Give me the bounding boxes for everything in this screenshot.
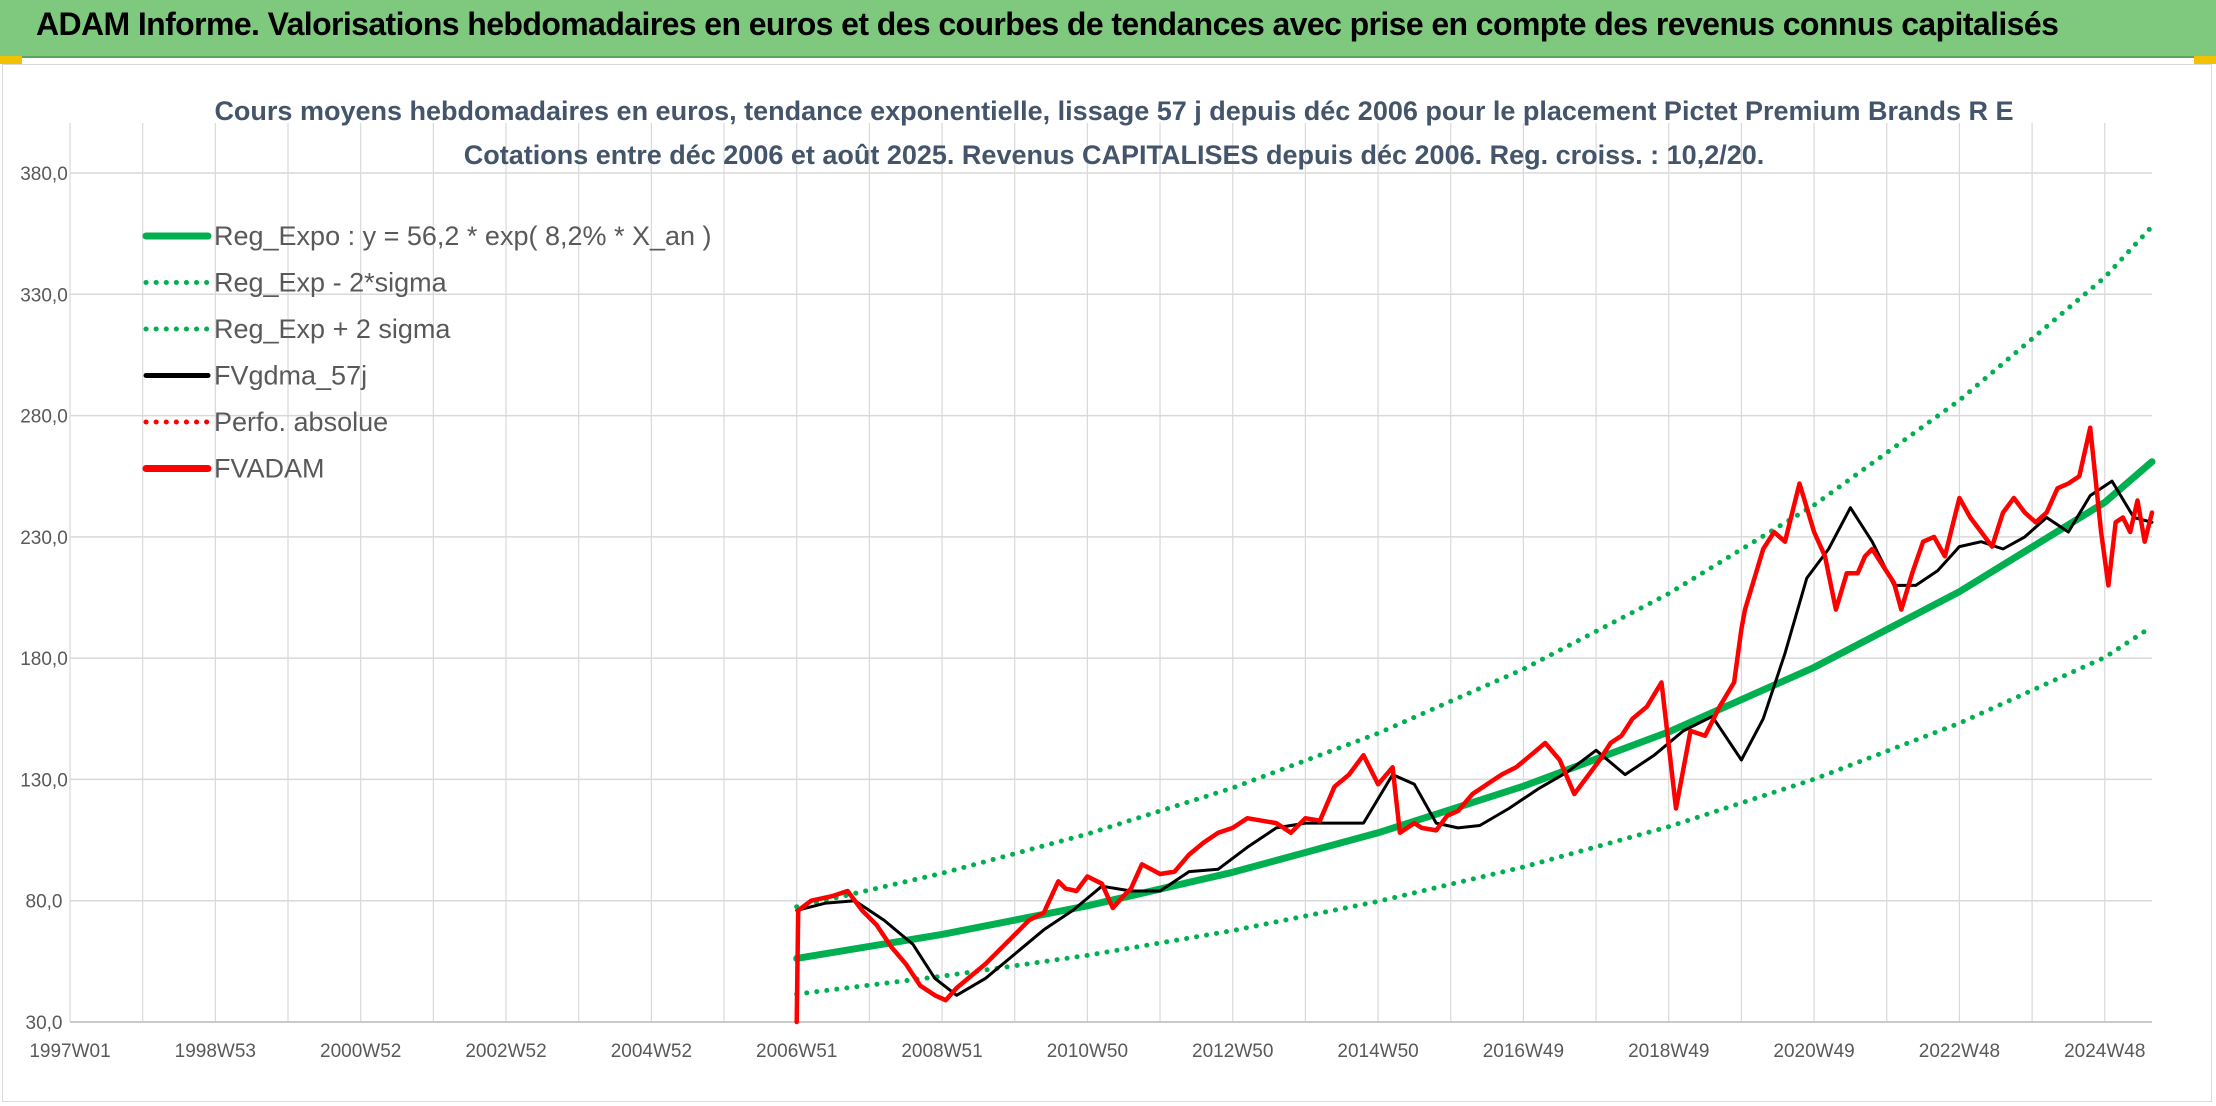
chart-title: Cours moyens hebdomadaires en euros, ten… <box>214 96 2013 126</box>
x-tick-label: 1998W53 <box>175 1041 256 1062</box>
legend-label: Reg_Exp + 2 sigma <box>214 314 451 344</box>
chart-legend: Reg_Expo : y = 56,2 * exp( 8,2% * X_an )… <box>142 221 712 484</box>
x-tick-label: 2022W48 <box>1919 1041 2000 1062</box>
banner-corner-accent-left <box>0 56 22 64</box>
y-tick-label: 230,0 <box>20 528 68 549</box>
banner-corner-accent-right <box>2194 56 2216 64</box>
y-tick-label: 80,0 <box>26 892 63 913</box>
y-axis-ticks: 380,0 330,0 280,0 230,0 180,0 130,0 80,0 30,0 <box>20 164 68 1034</box>
legend-label: FVgdma_57j <box>214 361 367 391</box>
series-line-3 <box>795 479 2154 997</box>
series-line-2 <box>794 223 2155 910</box>
chart-subtitle: Cotations entre déc 2006 et août 2025. R… <box>464 140 1765 170</box>
x-tick-label: 2018W49 <box>1628 1041 1709 1062</box>
series-line-5 <box>794 425 2155 1025</box>
legend-label: Reg_Exp - 2*sigma <box>214 268 448 298</box>
series-line-1 <box>794 624 2155 997</box>
x-tick-label: 2020W49 <box>1773 1041 1854 1062</box>
y-tick-label: 280,0 <box>20 407 68 428</box>
y-tick-label: 30,0 <box>26 1013 63 1034</box>
x-tick-label: 2024W48 <box>2064 1041 2145 1062</box>
y-tick-label: 380,0 <box>20 164 68 185</box>
report-banner: ADAM Informe. Valorisations hebdomadaire… <box>0 0 2216 58</box>
chart-frame <box>2 64 2212 1102</box>
y-tick-label: 130,0 <box>20 770 68 791</box>
x-tick-label: 2010W50 <box>1047 1041 1128 1062</box>
x-tick-label: 2006W51 <box>756 1041 837 1062</box>
x-tick-label: 2004W52 <box>611 1041 692 1062</box>
x-axis-ticks: 1997W01 1998W53 2000W52 2002W52 2004W52 2006W… <box>29 1041 2145 1062</box>
series-layer <box>793 223 2156 1025</box>
x-tick-label: 1997W01 <box>29 1041 110 1062</box>
legend-label: FVADAM <box>214 454 325 484</box>
x-tick-label: 2014W50 <box>1337 1041 1418 1062</box>
legend-label: Perfo. absolue <box>214 407 388 437</box>
y-tick-label: 180,0 <box>20 649 68 670</box>
grid-lines <box>69 123 2152 1023</box>
x-tick-label: 2012W50 <box>1192 1041 1273 1062</box>
x-tick-label: 2008W51 <box>901 1041 982 1062</box>
x-tick-label: 2002W52 <box>465 1041 546 1062</box>
x-tick-label: 2016W49 <box>1483 1041 1564 1062</box>
legend-label: Reg_Expo : y = 56,2 * exp( 8,2% * X_an ) <box>214 221 712 251</box>
report-title: ADAM Informe. Valorisations hebdomadaire… <box>36 6 2059 42</box>
x-tick-label: 2000W52 <box>320 1041 401 1062</box>
y-tick-label: 330,0 <box>20 285 68 306</box>
